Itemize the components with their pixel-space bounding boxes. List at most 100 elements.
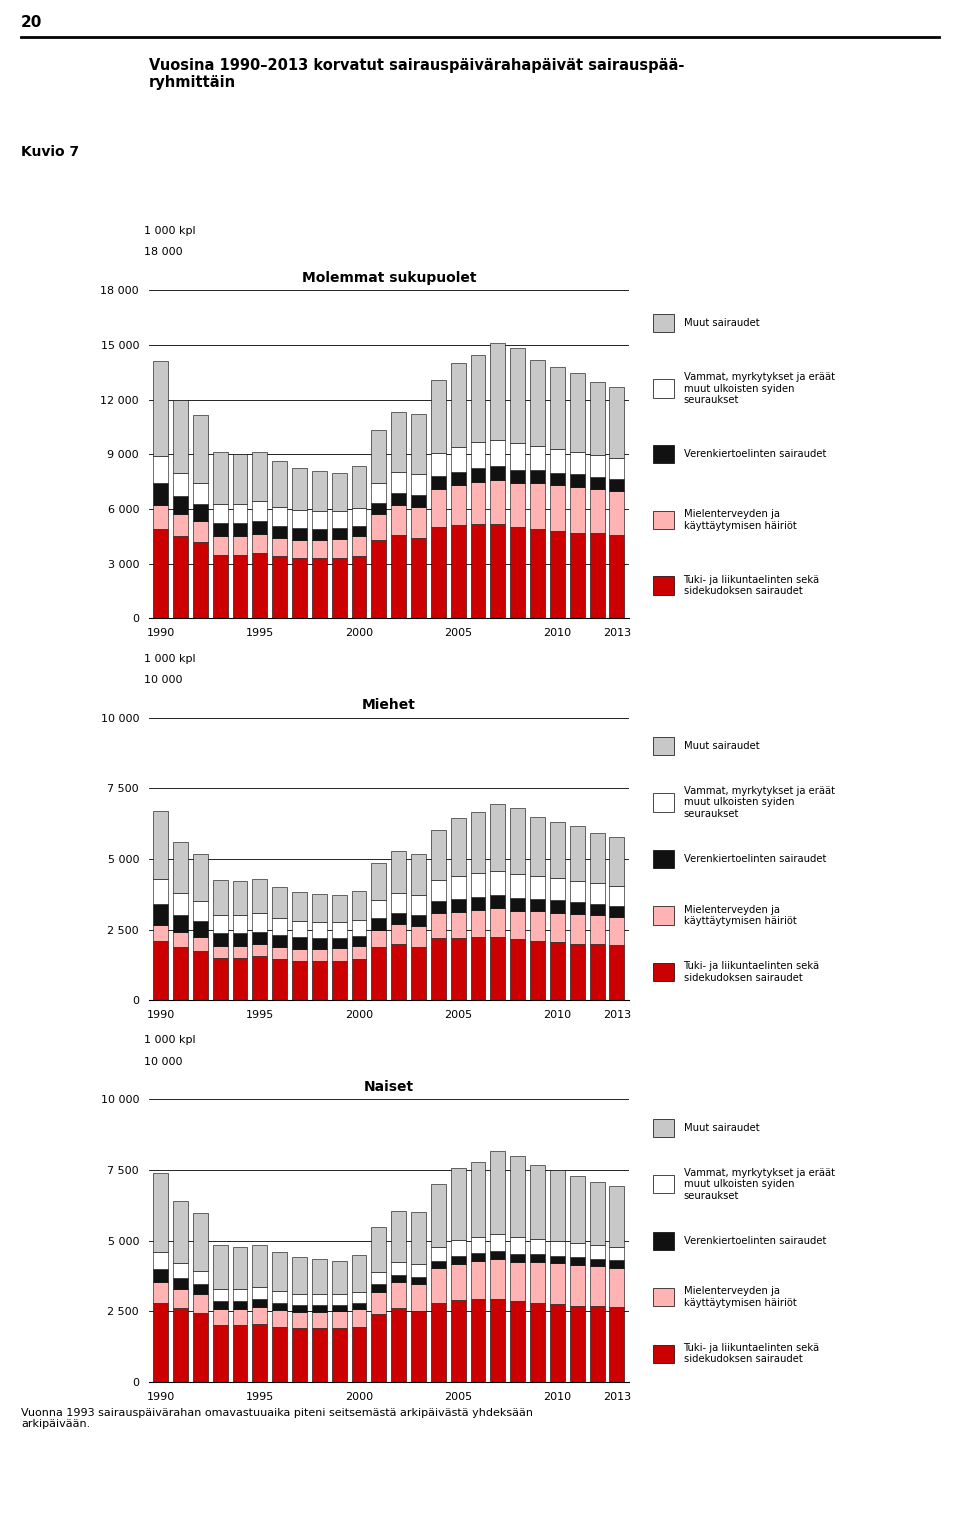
Bar	[392, 493, 406, 505]
Bar	[332, 472, 347, 512]
Bar	[530, 446, 545, 470]
Bar	[411, 495, 426, 507]
Bar	[589, 1245, 605, 1258]
Bar	[193, 901, 207, 921]
Bar	[530, 912, 545, 941]
Bar	[351, 536, 367, 556]
Bar	[193, 1313, 207, 1382]
Bar	[372, 515, 386, 541]
Bar	[470, 896, 486, 910]
Text: Mielenterveyden ja
käyttäytymisen häiriöt: Mielenterveyden ja käyttäytymisen häiriö…	[684, 904, 796, 927]
Bar	[232, 536, 248, 554]
Bar	[332, 559, 347, 618]
Bar	[252, 931, 267, 944]
Bar	[351, 1255, 367, 1292]
Bar	[154, 811, 168, 878]
Bar	[312, 1306, 326, 1312]
Bar	[491, 440, 505, 466]
Bar	[312, 1328, 326, 1382]
Bar	[411, 538, 426, 618]
Bar	[491, 909, 505, 936]
Bar	[411, 1263, 426, 1277]
Bar	[173, 536, 188, 618]
Bar	[312, 470, 326, 512]
Bar	[511, 527, 525, 618]
Bar	[392, 913, 406, 924]
Bar	[351, 1292, 367, 1303]
Bar	[351, 508, 367, 525]
Bar	[173, 1309, 188, 1382]
Bar	[252, 956, 267, 1000]
Bar	[173, 947, 188, 1000]
Bar	[273, 525, 287, 538]
Bar	[312, 938, 326, 948]
Bar	[570, 826, 585, 881]
Bar	[372, 1284, 386, 1292]
Bar	[470, 354, 486, 443]
Bar	[154, 362, 168, 457]
Bar	[372, 1272, 386, 1284]
Bar	[252, 553, 267, 618]
Bar	[589, 476, 605, 489]
Bar	[213, 536, 228, 554]
Bar	[530, 1303, 545, 1382]
Bar	[610, 458, 624, 479]
Bar	[372, 541, 386, 618]
Bar	[232, 915, 248, 933]
Bar	[570, 1257, 585, 1264]
Text: 1 000 kpl: 1 000 kpl	[144, 654, 196, 664]
Bar	[530, 1261, 545, 1303]
Bar	[589, 904, 605, 915]
Bar	[550, 1170, 564, 1241]
Text: 10 000: 10 000	[144, 1057, 182, 1067]
Bar	[273, 936, 287, 947]
Bar	[292, 1293, 307, 1304]
Text: Muut sairaudet: Muut sairaudet	[684, 318, 759, 328]
Bar	[491, 1234, 505, 1251]
Bar	[193, 1293, 207, 1313]
Bar	[232, 1289, 248, 1301]
Bar	[550, 878, 564, 901]
Text: 1 000 kpl: 1 000 kpl	[144, 226, 196, 237]
Bar	[589, 915, 605, 944]
Bar	[332, 528, 347, 539]
Bar	[213, 880, 228, 915]
Bar	[491, 344, 505, 440]
Bar	[511, 1254, 525, 1261]
Bar	[252, 452, 267, 501]
Bar	[491, 1251, 505, 1260]
Text: 20: 20	[21, 15, 42, 31]
Bar	[530, 817, 545, 876]
Bar	[332, 1261, 347, 1293]
Bar	[589, 455, 605, 476]
Bar	[610, 386, 624, 458]
Bar	[610, 1186, 624, 1248]
Text: Tuki- ja liikuntaelinten sekä
sidekudoksen sairaudet: Tuki- ja liikuntaelinten sekä sidekudoks…	[684, 574, 820, 597]
Text: Tuki- ja liikuntaelinten sekä
sidekudoksen sairaudet: Tuki- ja liikuntaelinten sekä sidekudoks…	[684, 960, 820, 983]
Bar	[550, 531, 564, 618]
Bar	[273, 507, 287, 525]
Bar	[431, 880, 445, 901]
Bar	[213, 1246, 228, 1289]
Bar	[470, 812, 486, 873]
Bar	[610, 1267, 624, 1307]
Bar	[589, 382, 605, 455]
Bar	[372, 899, 386, 918]
Bar	[273, 1327, 287, 1382]
Bar	[610, 886, 624, 906]
Bar	[273, 959, 287, 1000]
Bar	[511, 873, 525, 898]
Bar	[570, 487, 585, 533]
Bar	[610, 490, 624, 534]
Bar	[570, 944, 585, 1000]
Bar	[470, 443, 486, 467]
Bar	[530, 1254, 545, 1261]
Bar	[431, 1303, 445, 1382]
Bar	[550, 486, 564, 531]
Bar	[312, 512, 326, 528]
Bar	[431, 1261, 445, 1269]
Bar	[451, 486, 466, 525]
Bar	[511, 808, 525, 873]
Bar	[292, 559, 307, 618]
Bar	[451, 899, 466, 912]
